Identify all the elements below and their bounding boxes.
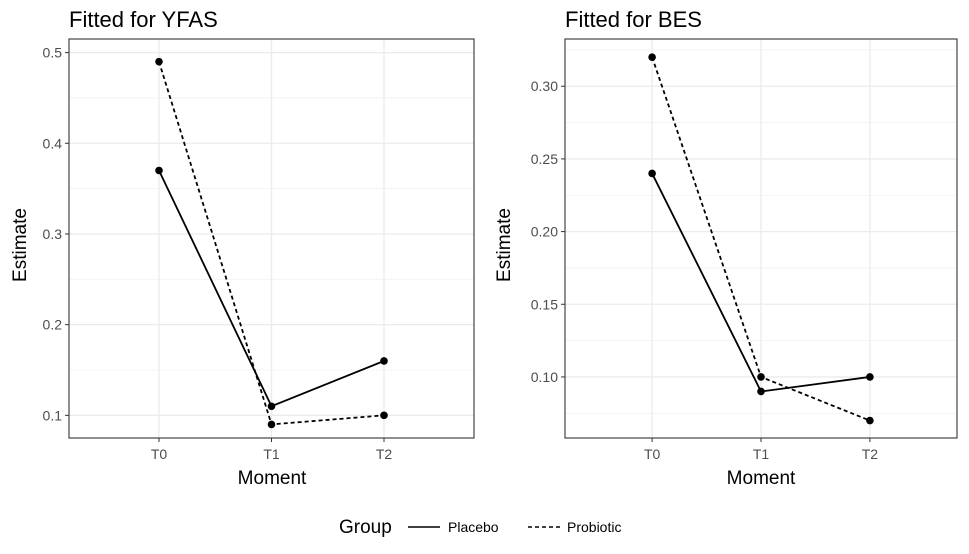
legend-label-probiotic: Probiotic — [567, 519, 621, 535]
legend-label-placebo: Placebo — [448, 519, 499, 535]
data-point-placebo — [757, 387, 765, 396]
x-tick-label: T2 — [862, 446, 879, 462]
panel-yfas: Fitted for YFAS Estimate Moment 0.1 0.2 0.… — [10, 7, 475, 489]
legend: Group Placebo Probiotic — [339, 517, 621, 538]
x-tick-label: T0 — [644, 446, 661, 462]
x-tick-label: T1 — [263, 446, 280, 462]
y-tick-label: 0.2 — [43, 317, 63, 333]
data-point-probiotic — [267, 420, 276, 429]
data-point-probiotic — [155, 57, 163, 66]
data-point-placebo — [380, 357, 388, 365]
y-tick-label: 0.5 — [43, 45, 63, 61]
y-axis-title-bes: Estimate — [494, 208, 515, 282]
panel-bes: Fitted for BES Estimate Moment 0.10 0.15 0… — [494, 7, 958, 489]
panel-border — [564, 38, 958, 439]
x-axis-title-yfas: Moment — [238, 468, 307, 489]
data-point-placebo — [155, 166, 163, 175]
y-tick-label: 0.30 — [531, 78, 558, 94]
panel-border — [68, 38, 475, 439]
x-tick-label: T2 — [376, 446, 393, 462]
y-axis-title-yfas: Estimate — [10, 208, 31, 282]
panel-title-bes: Fitted for BES — [565, 7, 702, 32]
data-point-placebo — [267, 402, 276, 411]
y-tick-label: 0.25 — [531, 151, 558, 167]
data-point-placebo — [866, 373, 874, 381]
data-point-probiotic — [648, 53, 656, 61]
x-tick-label: T0 — [151, 446, 168, 462]
panel-title-yfas: Fitted for YFAS — [69, 7, 218, 32]
x-axis-title-bes: Moment — [727, 468, 796, 489]
data-point-placebo — [648, 169, 656, 178]
data-point-probiotic — [866, 416, 874, 425]
x-tick-label: T1 — [753, 446, 770, 462]
y-tick-label: 0.1 — [43, 407, 63, 423]
grid — [565, 39, 957, 438]
legend-title: Group — [339, 517, 392, 538]
data-point-probiotic — [757, 373, 765, 381]
y-tick-label: 0.20 — [531, 224, 558, 240]
grid — [69, 39, 474, 438]
y-tick-label: 0.3 — [43, 226, 63, 242]
y-tick-label: 0.10 — [531, 369, 558, 385]
data-point-probiotic — [380, 411, 388, 420]
y-tick-label: 0.15 — [531, 296, 558, 312]
y-tick-label: 0.4 — [43, 135, 63, 151]
